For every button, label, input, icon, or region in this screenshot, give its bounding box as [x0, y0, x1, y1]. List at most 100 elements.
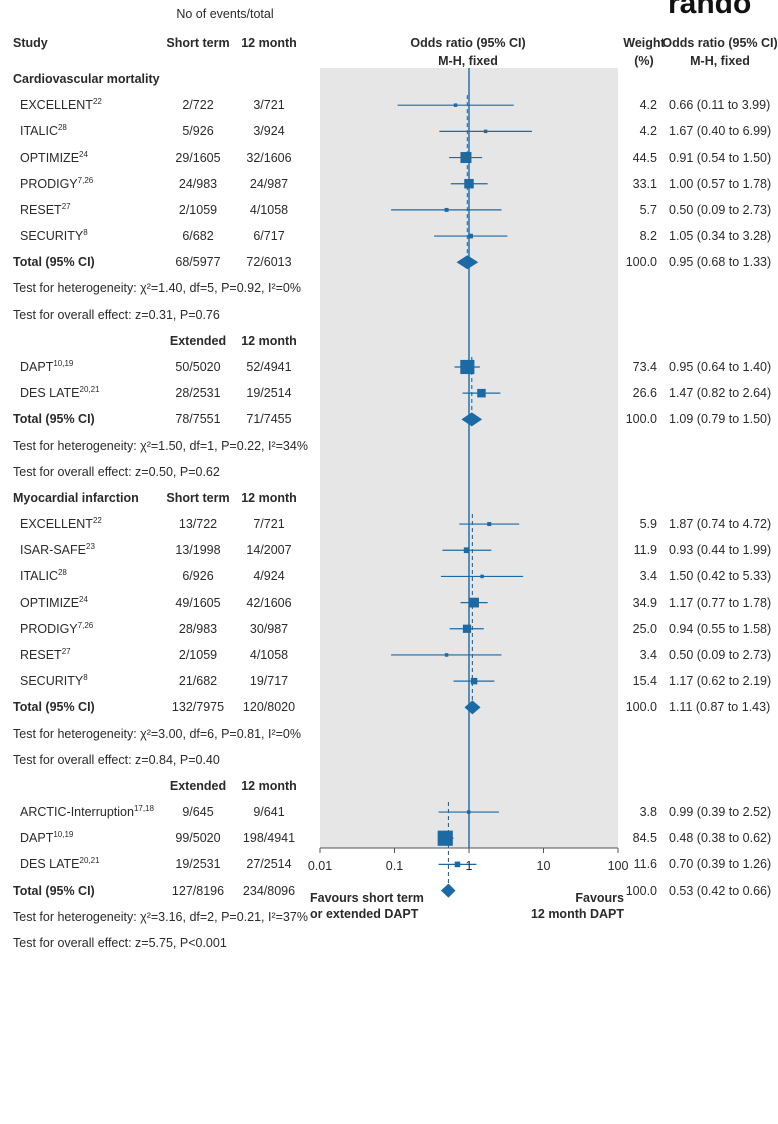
point-estimate [483, 129, 488, 134]
or-ci-text: 1.17 (0.62 to 2.19) [669, 674, 772, 689]
weight-value: 44.5 [632, 150, 657, 165]
weight-value: 100.0 [625, 883, 657, 898]
test-note: Test for heterogeneity: χ²=1.40, df=5, P… [13, 281, 301, 296]
events-arm-a: 49/1605 [175, 595, 221, 610]
favours-right-label: 12 month DAPT [530, 907, 624, 921]
favours-left-label: or extended DAPT [310, 907, 419, 921]
events-arm-a: 9/645 [182, 805, 214, 820]
pooled-diamond [456, 255, 479, 270]
study-ref: 8 [83, 672, 88, 682]
study-label: DES LATE [20, 857, 80, 872]
study-name: RESET27 [20, 202, 71, 218]
point-estimate [453, 103, 458, 107]
events-arm-a: 99/5020 [175, 831, 221, 846]
events-arm-b: 32/1606 [246, 150, 292, 165]
point-estimate [464, 178, 474, 189]
test-note: Test for overall effect: z=0.31, P=0.76 [13, 307, 220, 322]
pooled-diamond [440, 883, 456, 898]
study-label: RESET [20, 647, 62, 662]
events-arm-b: 4/1058 [249, 647, 289, 662]
total-label: Total (95% CI) [13, 700, 95, 715]
events-arm-a: 13/722 [178, 517, 218, 532]
events-arm-b: 234/8096 [242, 883, 296, 898]
weight-value: 3.4 [639, 647, 657, 662]
study-ref: 28 [57, 568, 67, 578]
point-estimate [470, 677, 478, 685]
point-estimate [468, 233, 473, 239]
study-label: EXCELLENT [20, 517, 93, 532]
events-arm-a: 78/7551 [175, 412, 221, 427]
study-header: Study [13, 36, 48, 50]
study-name: DAPT10,19 [20, 830, 73, 846]
study-label: ARCTIC-Interruption [20, 805, 134, 820]
events-arm-a: 132/7975 [171, 700, 225, 715]
events-arm-b: 3/721 [253, 98, 285, 113]
arm-a-header: Extended [169, 333, 227, 348]
or-ci-text: 0.99 (0.39 to 2.52) [669, 805, 772, 820]
study-label: ITALIC [20, 569, 58, 584]
study-ref: 24 [79, 149, 88, 159]
weight-value: 100.0 [625, 255, 657, 270]
events-arm-a: 28/2531 [175, 386, 221, 401]
total-label: Total (95% CI) [13, 412, 95, 427]
events-arm-b: 52/4941 [246, 359, 292, 374]
or-ci-text: 1.87 (0.74 to 4.72) [669, 517, 772, 532]
or-ci-text: 0.70 (0.39 to 1.26) [669, 857, 772, 872]
point-estimate [460, 359, 475, 375]
study-ref: 8 [83, 227, 88, 237]
study-name: EXCELLENT22 [20, 97, 102, 113]
events-arm-a: 24/983 [178, 176, 218, 191]
events-title: No of events/total [176, 7, 274, 21]
study-label: SECURITY [20, 674, 84, 689]
weight-value: 100.0 [625, 412, 657, 427]
test-note: Test for overall effect: z=5.75, P<0.001 [13, 935, 227, 950]
pooled-diamond [461, 412, 483, 427]
point-estimate [463, 547, 470, 554]
events-arm-a: 6/926 [182, 569, 214, 584]
weight-header-2: (%) [634, 54, 654, 68]
weight-value: 11.6 [633, 857, 657, 872]
events-arm-b: 19/2514 [246, 386, 292, 401]
or-col-header-1: Odds ratio (95% CI) [662, 36, 778, 50]
events-arm-b: 72/6013 [246, 255, 292, 270]
or-ci-text: 1.09 (0.79 to 1.50) [669, 412, 772, 427]
or-ci-text: 0.53 (0.42 to 0.66) [669, 883, 772, 898]
study-label: ISAR-SAFE [20, 543, 86, 558]
study-label: OPTIMIZE [20, 150, 80, 165]
or-ci-text: 0.95 (0.68 to 1.33) [669, 255, 772, 270]
weight-value: 15.4 [632, 674, 657, 689]
study-name: ISAR-SAFE23 [20, 542, 95, 558]
weight-value: 25.0 [632, 621, 657, 636]
or-col-header-2: M-H, fixed [690, 54, 750, 68]
study-ref: 24 [79, 594, 88, 604]
or-ci-text: 1.50 (0.42 to 5.33) [669, 569, 772, 584]
arm-a-header: Extended [169, 778, 227, 793]
or-plot-header-2: M-H, fixed [438, 54, 498, 68]
study-name: RESET27 [20, 647, 71, 663]
or-ci-text: 0.48 (0.38 to 0.62) [669, 831, 772, 846]
study-ref: 20,21 [79, 856, 100, 866]
events-arm-a: 5/926 [182, 124, 214, 139]
group-label: Cardiovascular mortality [13, 72, 160, 86]
weight-value: 100.0 [625, 700, 657, 715]
point-estimate [444, 207, 449, 212]
x-tick-label: 0.1 [385, 859, 404, 873]
arm-b-header: 12 month [241, 333, 297, 348]
pooled-diamond [464, 700, 481, 715]
total-label: Total (95% CI) [13, 883, 95, 898]
events-arm-a: 50/5020 [175, 359, 221, 374]
study-ref: 10,19 [53, 830, 74, 840]
weight-value: 34.9 [632, 595, 657, 610]
study-ref: 28 [57, 123, 67, 133]
events-arm-b: 14/2007 [246, 543, 292, 558]
weight-value: 8.2 [639, 229, 657, 244]
study-name: DES LATE20,21 [20, 856, 100, 872]
events-arm-a: 19/2531 [175, 857, 221, 872]
study-name: ARCTIC-Interruption17,18 [20, 804, 154, 820]
study-ref: 20,21 [79, 385, 100, 394]
point-estimate [487, 522, 492, 527]
study-ref: 27 [61, 201, 71, 211]
or-ci-text: 0.93 (0.44 to 1.99) [669, 543, 772, 558]
study-label: PRODIGY [20, 621, 78, 636]
study-label: EXCELLENT [20, 98, 93, 113]
